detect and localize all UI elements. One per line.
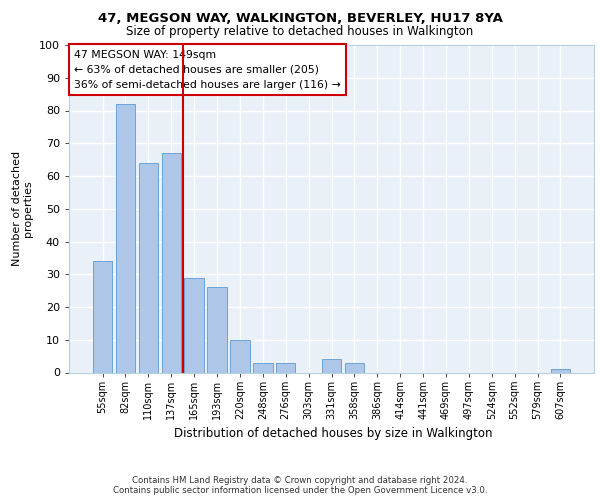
Text: Size of property relative to detached houses in Walkington: Size of property relative to detached ho… — [127, 25, 473, 38]
Text: 47 MEGSON WAY: 149sqm
← 63% of detached houses are smaller (205)
36% of semi-det: 47 MEGSON WAY: 149sqm ← 63% of detached … — [74, 50, 341, 90]
Text: Distribution of detached houses by size in Walkington: Distribution of detached houses by size … — [174, 428, 492, 440]
Bar — [230, 340, 250, 372]
Y-axis label: Number of detached
properties: Number of detached properties — [12, 151, 34, 266]
Bar — [276, 362, 295, 372]
Bar — [322, 360, 341, 372]
Bar — [116, 104, 135, 372]
Text: 47, MEGSON WAY, WALKINGTON, BEVERLEY, HU17 8YA: 47, MEGSON WAY, WALKINGTON, BEVERLEY, HU… — [98, 12, 502, 26]
Bar — [139, 163, 158, 372]
Bar — [253, 362, 272, 372]
Bar — [161, 153, 181, 372]
Bar — [208, 288, 227, 372]
Bar — [184, 278, 204, 372]
Text: Contains HM Land Registry data © Crown copyright and database right 2024.
Contai: Contains HM Land Registry data © Crown c… — [113, 476, 487, 495]
Bar — [93, 261, 112, 372]
Bar — [551, 369, 570, 372]
Bar — [344, 362, 364, 372]
